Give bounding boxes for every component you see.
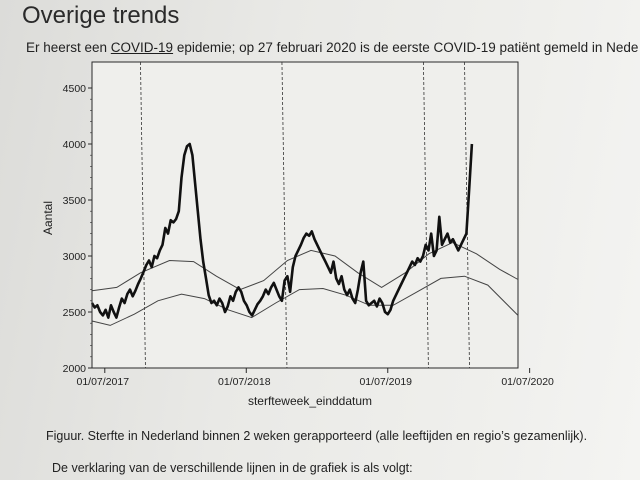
y-tick-label: 3000 xyxy=(63,251,87,263)
x-tick-label: 01/07/2017 xyxy=(77,376,130,388)
season-lines xyxy=(140,61,470,369)
lower-band-line xyxy=(91,275,519,326)
season-line-1 xyxy=(140,61,146,369)
covid19-link[interactable]: COVID-19 xyxy=(110,40,174,55)
plot-area xyxy=(91,61,519,369)
y-tick-label: 2500 xyxy=(63,307,87,319)
page-heading: Overige trends xyxy=(22,2,180,29)
explanation-text: De verklaring van de verschillende lijne… xyxy=(52,461,413,475)
upper-band-line xyxy=(91,242,519,292)
season-line-3 xyxy=(423,61,429,369)
x-tick-label: 01/07/2018 xyxy=(218,376,271,388)
expected-band xyxy=(91,242,519,326)
y-tick-label: 4000 xyxy=(63,139,87,151)
season-line-4 xyxy=(464,61,470,369)
intro-after: epidemie; op 27 februari 2020 is de eers… xyxy=(173,40,639,55)
y-tick-label: 2000 xyxy=(63,363,87,375)
y-axis-label: Aantal xyxy=(41,201,55,235)
x-axis: 01/07/2017 01/07/2018 01/07/2019 01/07/2020 xyxy=(77,368,554,388)
observed-deaths-line xyxy=(90,142,474,319)
season-line-2 xyxy=(281,61,288,369)
figure-caption: Figuur. Sterfte in Nederland binnen 2 we… xyxy=(46,429,588,443)
y-axis: 2000 2500 3000 3500 4000 4500 xyxy=(63,62,93,375)
x-axis-label: sterfteweek_einddatum xyxy=(248,394,372,408)
y-tick-label: 4500 xyxy=(63,83,87,95)
x-tick-label: 01/07/2019 xyxy=(359,376,412,388)
y-tick-label: 3500 xyxy=(63,195,87,207)
intro-text: Er heerst een COVID-19 epidemie; op 27 f… xyxy=(26,40,638,55)
intro-before: Er heerst een xyxy=(26,40,111,55)
x-tick-label: 01/07/2020 xyxy=(501,376,554,388)
observed-series xyxy=(90,142,474,319)
